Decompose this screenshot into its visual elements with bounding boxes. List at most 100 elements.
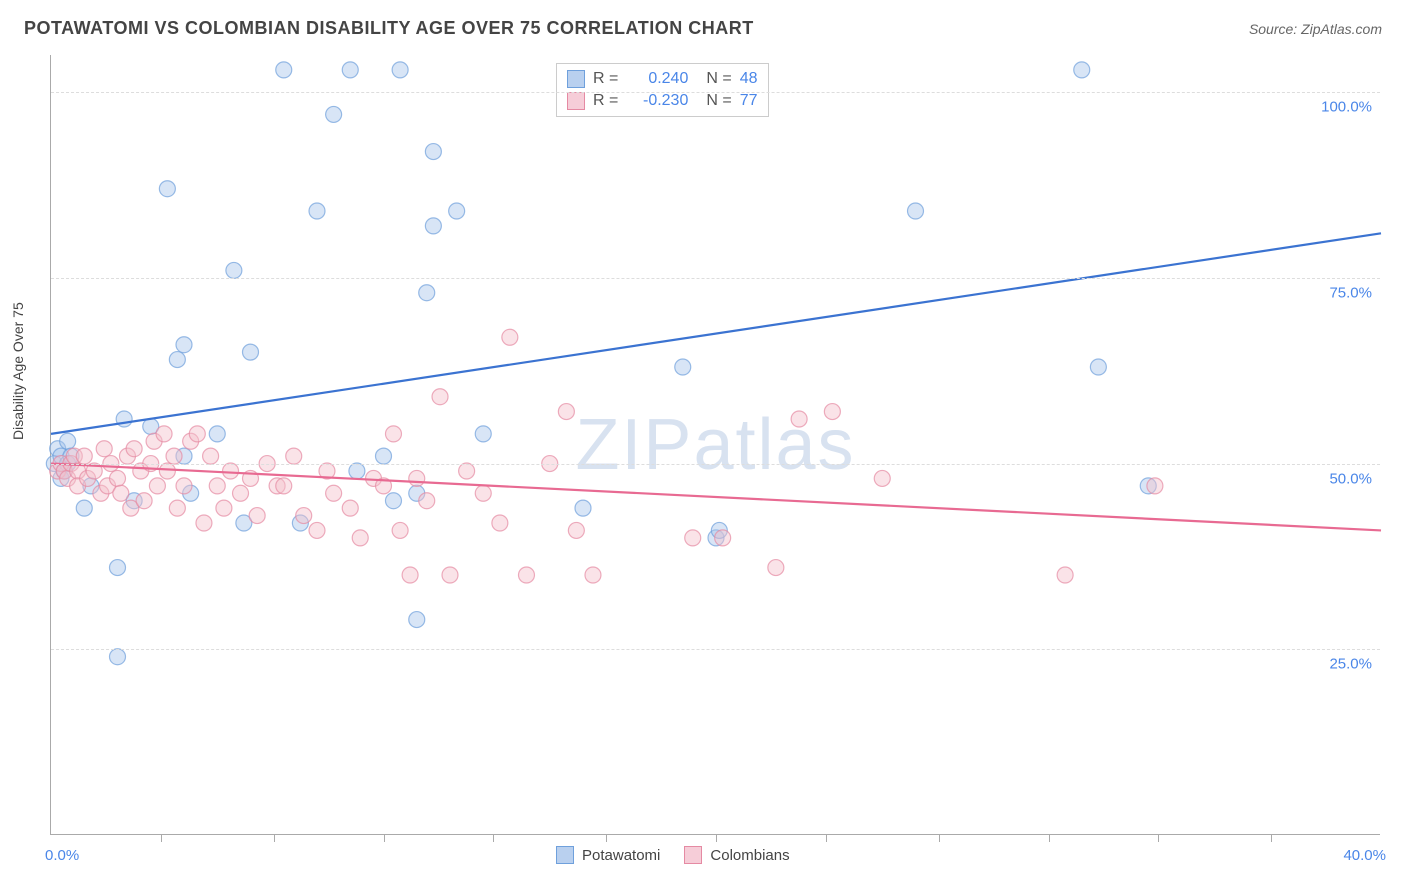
- data-point: [459, 463, 475, 479]
- data-point: [110, 649, 126, 665]
- data-point: [409, 470, 425, 486]
- data-point: [216, 500, 232, 516]
- series-legend: Potawatomi Colombians: [556, 846, 790, 864]
- data-point: [1057, 567, 1073, 583]
- data-point: [768, 560, 784, 576]
- data-point: [675, 359, 691, 375]
- data-point: [518, 567, 534, 583]
- data-point: [425, 144, 441, 160]
- data-point: [159, 463, 175, 479]
- data-point: [402, 567, 418, 583]
- y-axis-label: Disability Age Over 75: [10, 302, 26, 440]
- legend-swatch: [567, 92, 585, 110]
- data-point: [156, 426, 172, 442]
- data-point: [908, 203, 924, 219]
- y-tick-label: 100.0%: [1321, 99, 1372, 116]
- series-legend-item: Potawatomi: [556, 846, 660, 864]
- data-point: [791, 411, 807, 427]
- data-point: [352, 530, 368, 546]
- data-point: [568, 522, 584, 538]
- data-point: [203, 448, 219, 464]
- legend-swatch: [684, 846, 702, 864]
- data-point: [392, 62, 408, 78]
- data-point: [715, 530, 731, 546]
- scatter-svg: [51, 55, 1380, 834]
- data-point: [296, 508, 312, 524]
- data-point: [824, 404, 840, 420]
- data-point: [309, 203, 325, 219]
- source-name: ZipAtlas.com: [1301, 21, 1382, 37]
- n-label: N =: [706, 70, 731, 88]
- r-value: -0.230: [626, 92, 688, 110]
- data-point: [209, 426, 225, 442]
- data-point: [349, 463, 365, 479]
- y-tick-label: 25.0%: [1329, 656, 1372, 673]
- data-point: [342, 500, 358, 516]
- data-point: [126, 441, 142, 457]
- x-tick: [1158, 834, 1159, 842]
- correlation-legend: R =0.240N =48R =-0.230N =77: [556, 63, 768, 117]
- data-point: [96, 441, 112, 457]
- series-name: Colombians: [710, 847, 789, 864]
- x-tick: [384, 834, 385, 842]
- data-point: [449, 203, 465, 219]
- legend-row: R =0.240N =48: [567, 68, 757, 90]
- data-point: [492, 515, 508, 531]
- x-tick: [1049, 834, 1050, 842]
- chart-title: POTAWATOMI VS COLOMBIAN DISABILITY AGE O…: [24, 18, 754, 39]
- x-tick: [826, 834, 827, 842]
- data-point: [575, 500, 591, 516]
- chart-container: POTAWATOMI VS COLOMBIAN DISABILITY AGE O…: [0, 0, 1406, 892]
- series-legend-item: Colombians: [684, 846, 789, 864]
- data-point: [376, 448, 392, 464]
- trend-line: [51, 233, 1381, 434]
- series-name: Potawatomi: [582, 847, 660, 864]
- data-point: [169, 352, 185, 368]
- data-point: [110, 560, 126, 576]
- x-tick: [161, 834, 162, 842]
- data-point: [585, 567, 601, 583]
- data-point: [113, 485, 129, 501]
- x-tick: [939, 834, 940, 842]
- data-point: [475, 426, 491, 442]
- data-point: [276, 478, 292, 494]
- data-point: [233, 485, 249, 501]
- data-point: [1090, 359, 1106, 375]
- data-point: [385, 426, 401, 442]
- header: POTAWATOMI VS COLOMBIAN DISABILITY AGE O…: [24, 18, 1382, 39]
- data-point: [76, 448, 92, 464]
- data-point: [176, 478, 192, 494]
- n-value: 77: [740, 92, 758, 110]
- data-point: [249, 508, 265, 524]
- r-value: 0.240: [626, 70, 688, 88]
- x-tick-label: 40.0%: [1343, 847, 1386, 864]
- data-point: [342, 62, 358, 78]
- gridline: [51, 278, 1380, 279]
- data-point: [166, 448, 182, 464]
- y-tick-label: 75.0%: [1329, 284, 1372, 301]
- source-prefix: Source:: [1249, 21, 1301, 37]
- data-point: [326, 485, 342, 501]
- gridline: [51, 649, 1380, 650]
- x-tick: [493, 834, 494, 842]
- data-point: [558, 404, 574, 420]
- source-attribution: Source: ZipAtlas.com: [1249, 21, 1382, 37]
- data-point: [409, 612, 425, 628]
- data-point: [223, 463, 239, 479]
- n-label: N =: [706, 92, 731, 110]
- gridline: [51, 464, 1380, 465]
- legend-row: R = -0.230 N = 77: [567, 90, 757, 112]
- r-label: R =: [593, 92, 618, 110]
- r-label: R =: [593, 70, 618, 88]
- data-point: [442, 567, 458, 583]
- data-point: [60, 433, 76, 449]
- legend-swatch: [556, 846, 574, 864]
- data-point: [226, 262, 242, 278]
- x-tick-label: 0.0%: [45, 847, 79, 864]
- data-point: [309, 522, 325, 538]
- data-point: [502, 329, 518, 345]
- data-point: [176, 337, 192, 353]
- data-point: [475, 485, 491, 501]
- x-tick: [606, 834, 607, 842]
- data-point: [419, 285, 435, 301]
